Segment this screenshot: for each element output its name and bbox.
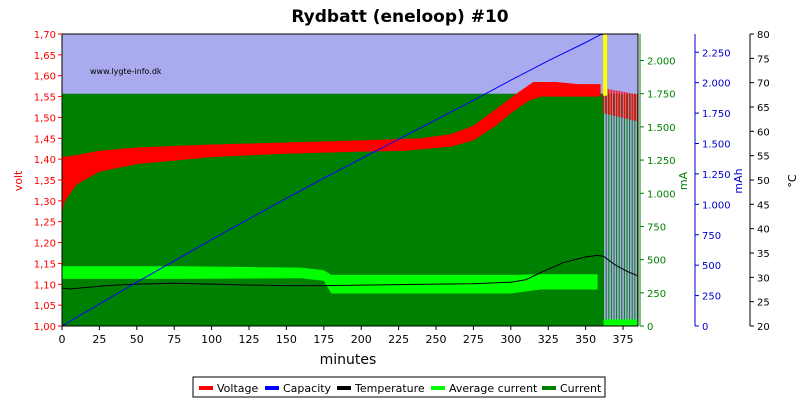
series-average-current-tail <box>603 319 638 326</box>
temp-tick-label: 55 <box>757 152 770 163</box>
temp-tick-label: 30 <box>757 273 770 284</box>
volt-tick-label: 1,35 <box>34 176 56 187</box>
temp-tick-label: 20 <box>757 322 770 333</box>
series-average-current-band <box>62 266 598 294</box>
temp-tick-label: 45 <box>757 200 770 211</box>
ma-tick-label: 0 <box>647 322 653 333</box>
mah-axis-label: mAh <box>732 168 745 193</box>
mah-tick-label: 250 <box>702 292 721 303</box>
temp-tick-label: 75 <box>757 54 770 65</box>
x-tick-label: 175 <box>313 333 334 346</box>
x-tick-label: 200 <box>351 333 372 346</box>
legend-item-temperature: Temperature <box>337 382 425 395</box>
x-tick-label: 25 <box>92 333 106 346</box>
ma-tick-label: 750 <box>647 222 666 233</box>
current-pulses <box>603 93 638 326</box>
volt-tick-label: 1,15 <box>34 259 56 270</box>
temp-axis-label: °C <box>786 174 799 188</box>
watermark: www.lygte-info.dk <box>90 67 162 76</box>
mah-tick-label: 1.500 <box>702 140 731 151</box>
temp-axis: 20 25 30 35 40 45 50 55 60 65 70 75 80 <box>749 30 770 333</box>
x-tick-label: 100 <box>201 333 222 346</box>
ma-tick-label: 1.000 <box>647 189 676 200</box>
volt-tick-label: 1,65 <box>34 51 56 62</box>
volt-tick-label: 1,40 <box>34 155 56 166</box>
x-tick-label: 0 <box>59 333 66 346</box>
legend-label-voltage: Voltage <box>217 382 258 395</box>
series-voltage-tail <box>603 88 638 122</box>
volt-tick-label: 1,70 <box>34 30 56 41</box>
ma-tick-label: 1.750 <box>647 90 676 101</box>
volt-tick-label: 1,50 <box>34 113 56 124</box>
x-tick-label: 275 <box>463 333 484 346</box>
x-tick-label: 350 <box>575 333 596 346</box>
ma-tick-label: 250 <box>647 289 666 300</box>
volt-tick-label: 1,00 <box>34 322 56 333</box>
volt-tick-label: 1,30 <box>34 197 56 208</box>
x-tick-label: 125 <box>239 333 260 346</box>
x-tick-label: 225 <box>388 333 409 346</box>
ma-tick-label: 1.500 <box>647 123 676 134</box>
volt-axis: 1,00 1,05 1,10 1,15 1,20 1,25 1,30 1,35 1,40 1,45… <box>34 30 62 333</box>
legend-label-current: Current <box>560 382 602 395</box>
volt-tick-label: 1,45 <box>34 134 56 145</box>
mah-axis: 0 250 500 750 1.000 1.250 1.500 1.750 2.000 2.250 <box>694 34 731 333</box>
axes-layer: 0 25 50 75 100 125 150 175 200 225 250 275 300 325 350… <box>34 30 770 346</box>
end-marker <box>603 34 608 96</box>
x-tick-label: 375 <box>613 333 634 346</box>
x-axis-label: minutes <box>320 352 377 368</box>
legend-label-capacity: Capacity <box>283 382 332 395</box>
temp-tick-label: 65 <box>757 103 770 114</box>
temp-tick-label: 25 <box>757 298 770 309</box>
x-axis: 0 25 50 75 100 125 150 175 200 225 250 275 300 325 350… <box>59 326 634 346</box>
x-tick-label: 325 <box>538 333 559 346</box>
series-layer <box>61 33 639 327</box>
volt-tick-label: 1,05 <box>34 301 56 312</box>
x-tick-label: 50 <box>130 333 144 346</box>
mah-tick-label: 750 <box>702 231 721 242</box>
series-voltage-band <box>62 82 601 214</box>
temp-tick-label: 70 <box>757 79 770 90</box>
x-tick-label: 300 <box>500 333 521 346</box>
ma-axis-label: mA <box>677 171 690 190</box>
legend-label-temperature: Temperature <box>354 382 425 395</box>
legend: Voltage Capacity Temperature Average cur… <box>192 376 606 398</box>
ma-tick-label: 500 <box>647 256 666 267</box>
chart-title: Rydbatt (eneloop) #10 <box>291 7 508 27</box>
ma-tick-label: 2.000 <box>647 57 676 68</box>
volt-tick-label: 1,60 <box>34 72 56 83</box>
temp-tick-label: 40 <box>757 225 770 236</box>
mah-tick-label: 1.750 <box>702 109 731 120</box>
mah-tick-label: 1.250 <box>702 170 731 181</box>
legend-item-voltage: Voltage <box>199 382 258 395</box>
series-capacity <box>61 33 638 327</box>
temp-tick-label: 50 <box>757 176 770 187</box>
volt-tick-label: 1,20 <box>34 239 56 250</box>
ma-axis: 0 250 500 750 1.000 1.250 1.500 1.750 2.000 <box>639 34 676 333</box>
volt-tick-label: 1,25 <box>34 218 56 229</box>
mah-tick-label: 500 <box>702 261 721 272</box>
x-tick-label: 250 <box>426 333 447 346</box>
legend-box <box>192 376 606 398</box>
x-tick-label: 75 <box>167 333 181 346</box>
temp-tick-label: 80 <box>757 30 770 41</box>
x-tick-label: 150 <box>276 333 297 346</box>
volt-tick-label: 1,10 <box>34 280 56 291</box>
ma-tick-label: 1.250 <box>647 156 676 167</box>
mah-tick-label: 2.000 <box>702 79 731 90</box>
mah-tick-label: 2.250 <box>702 48 731 59</box>
volt-tick-label: 1,55 <box>34 93 56 104</box>
legend-label-average-current: Average current <box>449 382 538 395</box>
temp-tick-label: 35 <box>757 249 770 260</box>
legend-item-current: Current <box>542 382 602 395</box>
series-temperature <box>61 254 639 290</box>
mah-tick-label: 0 <box>702 322 708 333</box>
legend-item-capacity: Capacity <box>265 382 332 395</box>
legend-item-average-current: Average current <box>431 382 538 395</box>
mah-tick-label: 1.000 <box>702 200 731 211</box>
temp-tick-label: 60 <box>757 127 770 138</box>
volt-axis-label: volt <box>12 170 25 191</box>
